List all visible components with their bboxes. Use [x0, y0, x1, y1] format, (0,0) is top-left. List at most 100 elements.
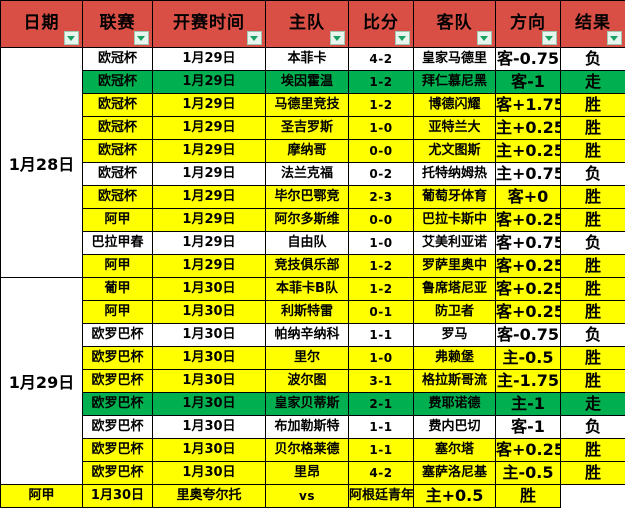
cell-home-team[interactable]: 皇家贝蒂斯	[266, 393, 349, 416]
cell-score[interactable]: 1-0	[349, 232, 414, 255]
cell-away-team[interactable]: 阿根廷青年	[349, 485, 414, 508]
cell-direction[interactable]: 主+0.25	[496, 117, 561, 140]
cell-home-team[interactable]: 毕尔巴鄂竞	[266, 186, 349, 209]
cell-league[interactable]: 欧冠杯	[83, 163, 153, 186]
cell-direction[interactable]: 客+0	[496, 186, 561, 209]
cell-result[interactable]: 走	[561, 393, 625, 416]
cell-direction[interactable]: 客+0.25	[496, 301, 561, 324]
cell-result[interactable]: 胜	[561, 278, 625, 301]
cell-result[interactable]: 胜	[561, 370, 625, 393]
cell-direction[interactable]: 主+0.75	[496, 163, 561, 186]
cell-away-team[interactable]: 弗赖堡	[414, 347, 496, 370]
cell-away-team[interactable]: 巴拉卡斯中	[414, 209, 496, 232]
cell-result[interactable]: 走	[561, 71, 625, 94]
cell-away-team[interactable]: 塞萨洛尼基	[414, 462, 496, 485]
filter-dropdown-icon-result[interactable]	[607, 31, 622, 45]
cell-league[interactable]: 欧罗巴杯	[83, 324, 153, 347]
cell-league[interactable]: 阿甲	[83, 301, 153, 324]
cell-home-team[interactable]: 摩纳哥	[266, 140, 349, 163]
cell-direction[interactable]: 客+0.75	[496, 232, 561, 255]
cell-kickoff[interactable]: 1月30日	[153, 439, 266, 462]
cell-league[interactable]: 欧冠杯	[83, 140, 153, 163]
column-header-kickoff[interactable]: 开赛时间	[153, 1, 266, 48]
cell-home-team[interactable]: 波尔图	[266, 370, 349, 393]
cell-league[interactable]: 欧罗巴杯	[83, 347, 153, 370]
cell-league[interactable]: 欧罗巴杯	[83, 393, 153, 416]
cell-result[interactable]: 胜	[561, 209, 625, 232]
cell-away-team[interactable]: 尤文图斯	[414, 140, 496, 163]
cell-league[interactable]: 欧冠杯	[83, 71, 153, 94]
cell-result[interactable]: 胜	[561, 347, 625, 370]
cell-result[interactable]: 胜	[561, 186, 625, 209]
cell-league[interactable]: 阿甲	[83, 255, 153, 278]
cell-result[interactable]: 负	[561, 232, 625, 255]
cell-direction[interactable]: 客+0.25	[496, 278, 561, 301]
cell-result[interactable]: 负	[561, 324, 625, 347]
cell-result[interactable]: 胜	[561, 140, 625, 163]
filter-dropdown-icon-league[interactable]	[134, 31, 149, 45]
cell-home-team[interactable]: 里尔	[266, 347, 349, 370]
cell-home-team[interactable]: 里昂	[266, 462, 349, 485]
cell-kickoff[interactable]: 1月30日	[153, 393, 266, 416]
filter-dropdown-icon-score[interactable]	[395, 31, 410, 45]
filter-dropdown-icon-date[interactable]	[64, 31, 79, 45]
cell-league[interactable]: 欧罗巴杯	[83, 462, 153, 485]
cell-kickoff[interactable]: 1月30日	[153, 370, 266, 393]
cell-kickoff[interactable]: 1月29日	[153, 48, 266, 71]
column-header-away[interactable]: 客队	[414, 1, 496, 48]
cell-home-team[interactable]: 本菲卡B队	[266, 278, 349, 301]
cell-direction[interactable]: 主+0.5	[414, 485, 496, 508]
column-header-league[interactable]: 联赛	[83, 1, 153, 48]
cell-league[interactable]: 巴拉甲春	[83, 232, 153, 255]
column-header-date[interactable]: 日期	[1, 1, 83, 48]
cell-score[interactable]: 1-0	[349, 117, 414, 140]
cell-home-team[interactable]: 法兰克福	[266, 163, 349, 186]
cell-kickoff[interactable]: 1月29日	[153, 117, 266, 140]
cell-direction[interactable]: 客-1	[496, 416, 561, 439]
cell-home-team[interactable]: 圣吉罗斯	[266, 117, 349, 140]
cell-score[interactable]: 1-0	[349, 347, 414, 370]
cell-league[interactable]: 葡甲	[83, 278, 153, 301]
cell-direction[interactable]: 主-1	[496, 393, 561, 416]
cell-away-team[interactable]: 罗马	[414, 324, 496, 347]
cell-score[interactable]: 2-3	[349, 186, 414, 209]
cell-away-team[interactable]: 艾美利亚诺	[414, 232, 496, 255]
cell-score[interactable]: 1-2	[349, 255, 414, 278]
cell-score[interactable]: 1-2	[349, 94, 414, 117]
cell-kickoff[interactable]: 1月30日	[153, 347, 266, 370]
cell-home-team[interactable]: 本菲卡	[266, 48, 349, 71]
column-header-home[interactable]: 主队	[266, 1, 349, 48]
column-header-direction[interactable]: 方向	[496, 1, 561, 48]
cell-away-team[interactable]: 格拉斯哥流	[414, 370, 496, 393]
cell-result[interactable]: 负	[561, 416, 625, 439]
cell-score[interactable]: 4-2	[349, 462, 414, 485]
filter-dropdown-icon-away[interactable]	[477, 31, 492, 45]
cell-direction[interactable]: 客+0.25	[496, 209, 561, 232]
cell-score[interactable]: 1-2	[349, 278, 414, 301]
cell-score[interactable]: 1-2	[349, 71, 414, 94]
cell-kickoff[interactable]: 1月30日	[83, 485, 153, 508]
cell-home-team[interactable]: 阿尔多斯维	[266, 209, 349, 232]
cell-away-team[interactable]: 防卫者	[414, 301, 496, 324]
cell-home-team[interactable]: 自由队	[266, 232, 349, 255]
cell-home-team[interactable]: 帕纳辛纳科	[266, 324, 349, 347]
cell-kickoff[interactable]: 1月29日	[153, 232, 266, 255]
cell-result[interactable]: 胜	[561, 462, 625, 485]
cell-result[interactable]: 胜	[561, 94, 625, 117]
cell-league[interactable]: 欧罗巴杯	[83, 439, 153, 462]
cell-home-team[interactable]: 里奥夸尔托	[153, 485, 266, 508]
cell-direction[interactable]: 客+1.75	[496, 94, 561, 117]
cell-home-team[interactable]: 马德里竞技	[266, 94, 349, 117]
